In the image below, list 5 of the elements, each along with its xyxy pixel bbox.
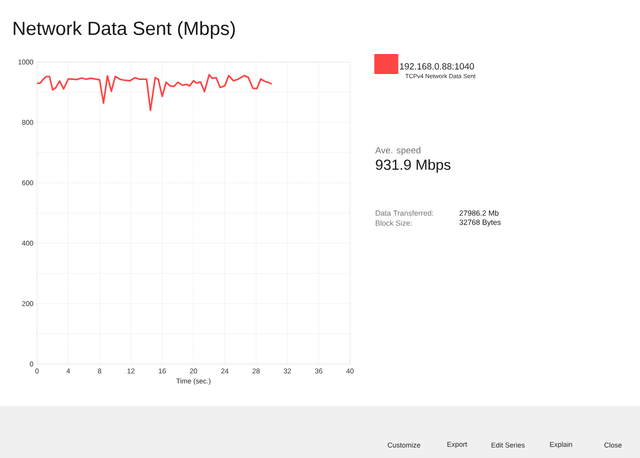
text: 931.9 Mbps (376, 159, 450, 173)
chart-title: Network Data Sent (Mbps) (14, 21, 235, 39)
line-series (37, 74, 273, 112)
legend-label: 192.168.0.88:1040 (400, 63, 474, 70)
text: Ave. speed (375, 146, 420, 156)
